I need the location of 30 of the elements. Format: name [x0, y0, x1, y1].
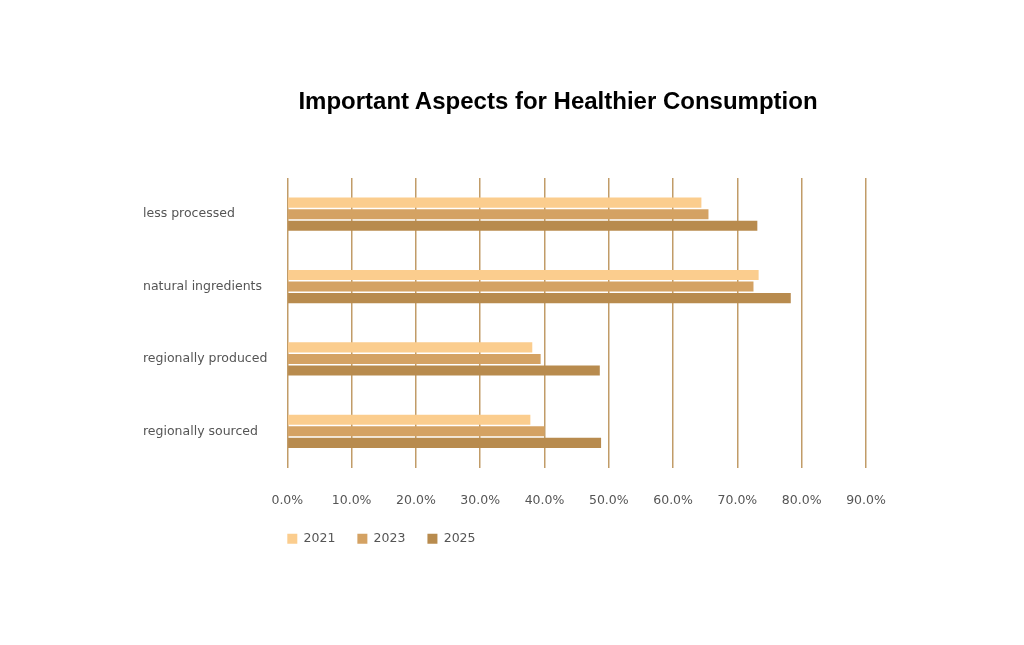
y-tick-label: regionally produced	[143, 350, 268, 366]
x-tick-label: 0.0%	[271, 492, 304, 508]
bar	[288, 197, 702, 208]
bar	[288, 342, 533, 353]
legend-label: 2023	[373, 530, 406, 545]
y-tick-label: less processed	[143, 205, 235, 221]
bar	[288, 269, 759, 281]
bar	[288, 281, 754, 292]
legend-label: 2021	[303, 530, 336, 545]
bar	[288, 437, 602, 448]
x-tick-label: 90.0%	[846, 492, 886, 508]
bar	[288, 353, 541, 364]
y-tick-label: natural ingredients	[143, 277, 262, 293]
x-tick-label: 30.0%	[460, 492, 501, 508]
x-tick-label: 60.0%	[653, 492, 694, 508]
bar	[288, 220, 758, 231]
bar	[288, 426, 545, 437]
bar	[288, 414, 531, 425]
x-tick-label: 80.0%	[781, 492, 822, 508]
x-tick-label: 50.0%	[588, 492, 629, 508]
chart-title: Important Aspects for Healthier Consumption	[297, 86, 819, 116]
x-tick-label: 20.0%	[396, 492, 436, 508]
x-tick-label: 40.0%	[524, 492, 565, 508]
bar	[288, 209, 709, 220]
x-tick-label: 70.0%	[717, 492, 758, 508]
legend-label: 2025	[443, 530, 476, 545]
bar	[288, 365, 600, 376]
bar	[288, 293, 791, 304]
x-tick-label: 10.0%	[331, 492, 372, 508]
y-tick-label: regionally sourced	[143, 422, 258, 438]
